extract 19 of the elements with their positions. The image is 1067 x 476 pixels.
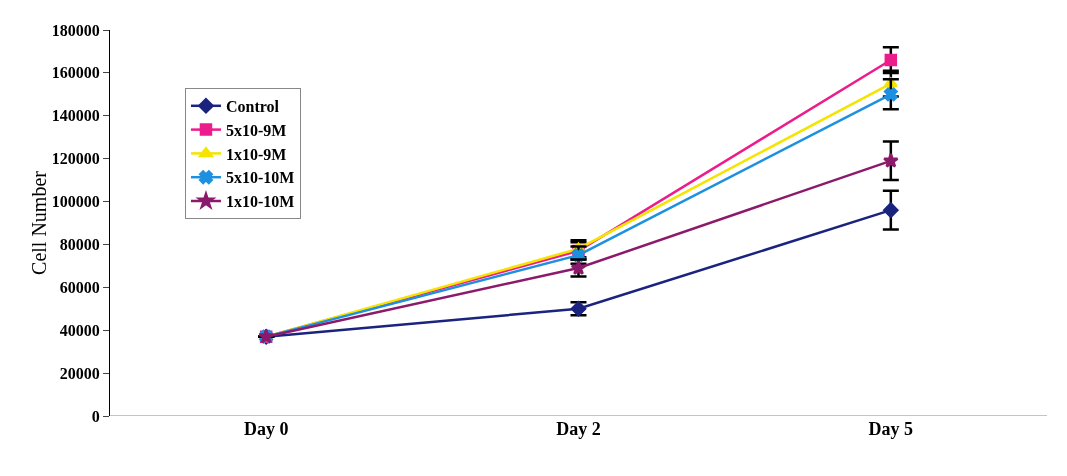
x-tick-label: Day 2 xyxy=(556,419,601,439)
y-tick-label: 40000 xyxy=(59,321,100,339)
y-axis-title: Cell Number xyxy=(27,170,50,275)
x-tick-label: Day 0 xyxy=(243,419,289,439)
y-tick-label: 80000 xyxy=(59,236,100,254)
y-tick-label: 180000 xyxy=(51,21,100,39)
y-tick-label: 0 xyxy=(91,407,100,425)
legend-label: 5x10-10M xyxy=(225,169,295,187)
legend-label: 1x10-10M xyxy=(225,193,295,211)
legend-label: Control xyxy=(225,98,280,116)
legend-label: 5x10-9M xyxy=(225,121,287,139)
y-tick-label: 100000 xyxy=(51,193,100,211)
y-tick-label: 160000 xyxy=(51,64,100,82)
legend-label: 1x10-9M xyxy=(225,145,287,163)
y-tick-label: 140000 xyxy=(51,107,100,125)
y-tick-label: 120000 xyxy=(51,150,100,168)
x-tick-label: Day 5 xyxy=(868,419,914,439)
y-tick-label: 20000 xyxy=(59,364,100,382)
y-tick-label: 60000 xyxy=(59,278,100,296)
